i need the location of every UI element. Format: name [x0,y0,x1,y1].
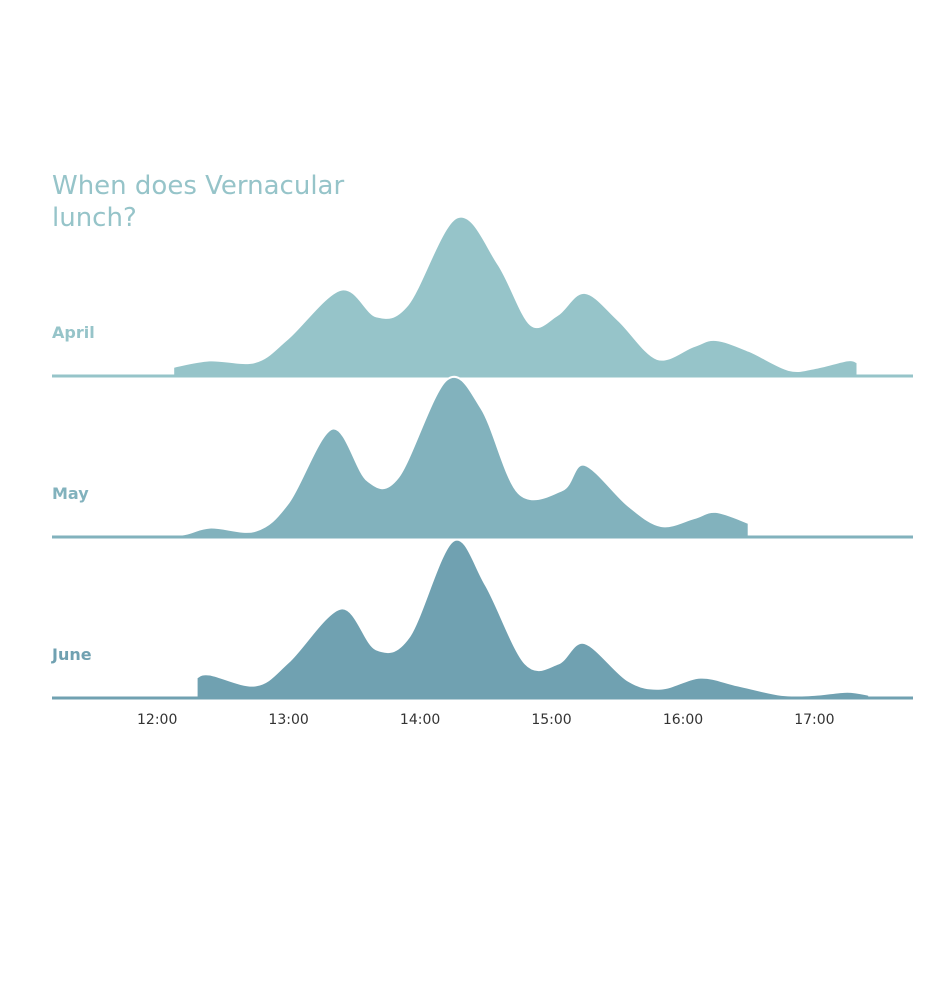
x-tick-label: 17:00 [794,712,834,728]
x-tick-label: 14:00 [400,712,440,728]
x-tick-label: 13:00 [268,712,308,728]
ridge-row-june: June [51,538,913,700]
x-tick-label: 15:00 [531,712,571,728]
ridge-row-april: April [52,217,913,378]
x-tick-label: 12:00 [137,712,177,728]
x-axis: 12:00 13:00 14:00 15:00 16:00 17:00 [137,712,835,728]
ridge-label-april: April [52,323,95,342]
ridge-area-may [90,375,750,538]
ridgeline-rows: April May June [51,217,913,700]
x-tick-label: 16:00 [663,712,703,728]
ridge-row-may: May [52,375,913,539]
ridge-label-june: June [51,645,92,664]
chart-title: When does Vernacular lunch? [52,171,345,233]
ridge-area-june [195,538,871,699]
ridge-area-april [174,217,857,377]
ridge-label-may: May [52,484,89,503]
